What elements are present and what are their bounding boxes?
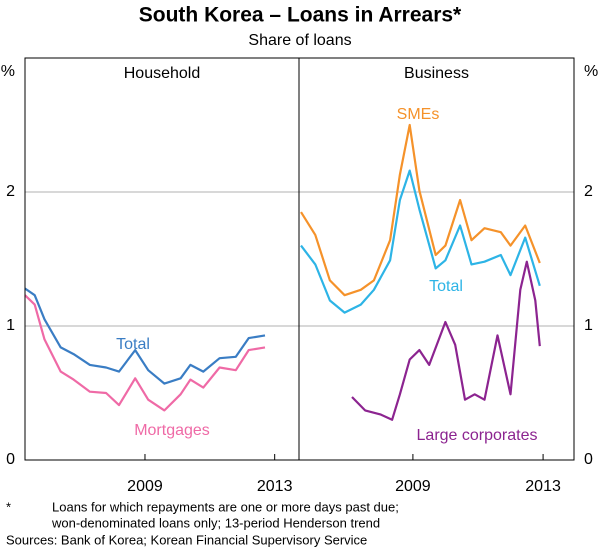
chart-title: South Korea – Loans in Arrears* (139, 4, 462, 27)
series-label: Mortgages (134, 422, 210, 439)
chart-subtitle: Share of loans (248, 32, 351, 49)
x-tick-label: 2009 (127, 478, 163, 495)
y-axis-unit: % (1, 63, 15, 80)
panel-title: Business (404, 65, 469, 82)
y-axis-unit: % (584, 63, 598, 80)
x-tick-label: 2009 (395, 478, 431, 495)
y-tick-label: 0 (6, 451, 15, 468)
series-line (24, 287, 266, 385)
series-label: SMEs (397, 106, 440, 123)
series-line (351, 260, 541, 421)
sources: Sources: Bank of Korea; Korean Financial… (6, 532, 367, 547)
footnote: Loans for which repayments are one or mo… (52, 499, 399, 514)
series-line (300, 169, 541, 314)
y-tick-label: 1 (6, 317, 15, 334)
series-label: Large corporates (417, 427, 538, 444)
y-tick-label: 1 (584, 317, 593, 334)
x-tick-label: 2013 (525, 478, 561, 495)
y-tick-label: 0 (584, 451, 593, 468)
series-label: Total (429, 278, 463, 295)
series-line (300, 123, 541, 297)
y-tick-label: 2 (6, 183, 15, 200)
series-label: Total (116, 336, 150, 353)
panel-title: Household (124, 65, 201, 82)
series-line (24, 294, 266, 412)
y-tick-label: 2 (584, 183, 593, 200)
footnote-marker: * (6, 499, 11, 514)
footnote: won-denominated loans only; 13-period He… (51, 515, 380, 530)
x-tick-label: 2013 (257, 478, 293, 495)
